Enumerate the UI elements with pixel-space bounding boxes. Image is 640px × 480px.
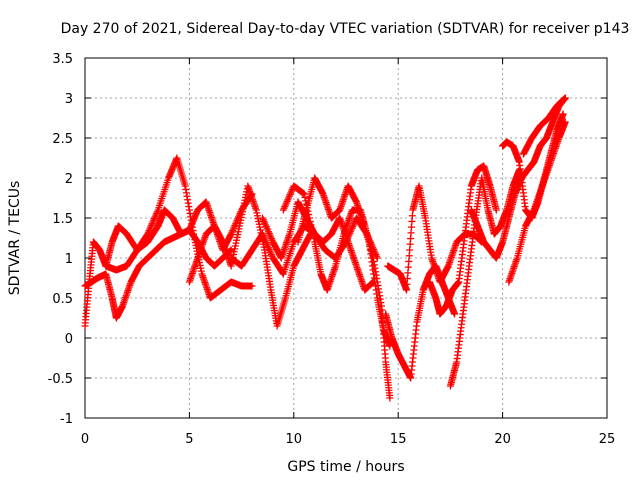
data-point — [300, 190, 308, 198]
data-point — [492, 206, 500, 214]
x-axis-label: GPS time / hours — [287, 459, 404, 475]
data-point — [561, 118, 569, 126]
y-tick-label: 1.5 — [52, 212, 73, 227]
x-tick-label: 25 — [599, 432, 616, 447]
x-tick-label: 0 — [81, 432, 89, 447]
series-sat-H — [294, 174, 394, 402]
chart-title: Day 270 of 2021, Sidereal Day-to-day VTE… — [61, 21, 630, 37]
data-point — [305, 214, 313, 222]
y-axis-label: SDTVAR / TECUs — [7, 181, 23, 296]
series-sat-J — [382, 262, 459, 382]
y-tick-label: 2 — [65, 172, 73, 187]
data-points — [81, 94, 569, 402]
data-point — [559, 110, 567, 118]
data-point — [248, 282, 256, 290]
y-tick-label: 3.5 — [52, 52, 73, 67]
y-tick-label: -1 — [60, 412, 73, 427]
data-point — [308, 228, 316, 236]
axis-ticks: 0 5 10 15 20 25 -1 -0.5 0 0.5 1 1.5 2 2.5 3 3.5 — [48, 52, 616, 447]
series-sat-O — [505, 118, 569, 286]
data-point — [386, 394, 394, 402]
data-point — [308, 224, 316, 232]
data-point — [307, 221, 315, 229]
x-tick-label: 20 — [494, 432, 511, 447]
y-tick-label: 0 — [65, 332, 73, 347]
series-sat-K — [426, 162, 500, 318]
y-tick-label: 3 — [65, 92, 73, 107]
y-tick-label: -0.5 — [48, 372, 73, 387]
x-tick-label: 10 — [286, 432, 303, 447]
data-point — [309, 231, 317, 239]
data-point — [301, 193, 309, 201]
series-sat-D — [185, 182, 315, 330]
y-tick-label: 2.5 — [52, 132, 73, 147]
data-point — [306, 217, 314, 225]
x-tick-label: 15 — [390, 432, 407, 447]
y-tick-label: 0.5 — [52, 292, 73, 307]
plot-frame — [84, 57, 608, 419]
data-point — [451, 310, 459, 318]
data-point — [561, 94, 569, 102]
y-tick-label: 1 — [65, 252, 73, 267]
data-point — [310, 235, 318, 243]
series-sat-B — [81, 226, 235, 322]
series-sat-P — [519, 94, 569, 158]
x-tick-label: 5 — [185, 432, 193, 447]
